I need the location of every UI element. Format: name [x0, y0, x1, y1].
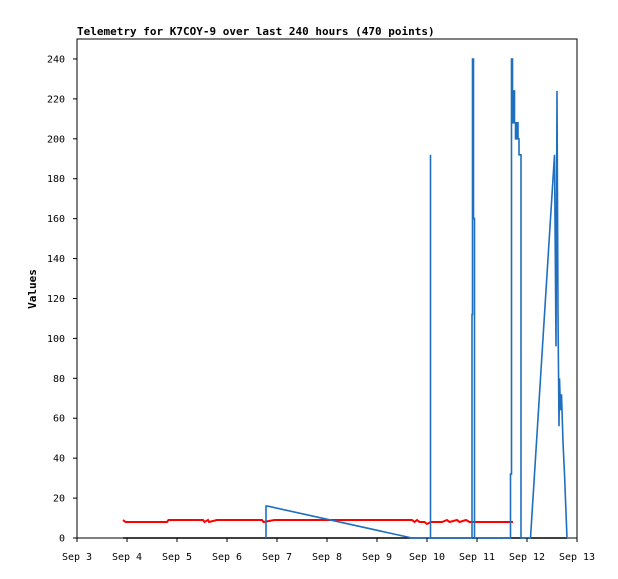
y-tick-label: 240: [47, 54, 65, 65]
x-tick-label: Sep 9: [362, 552, 392, 563]
y-tick-label: 100: [47, 334, 65, 345]
y-tick-label: 40: [53, 454, 65, 465]
x-tick-label: Sep 4: [112, 552, 142, 563]
y-tick-label: 60: [53, 414, 65, 425]
y-tick-label: 180: [47, 174, 65, 185]
x-axis-ticks: Sep 3 Sep 4 Sep 5 Sep 6 Sep 7 Sep 8 Sep 9 Sep 1…: [62, 538, 595, 563]
y-tick-label: 160: [47, 214, 65, 225]
x-tick-label: Sep 7: [262, 552, 292, 563]
x-tick-label: Sep 5: [162, 552, 192, 563]
y-tick-label: 200: [47, 134, 65, 145]
x-tick-label: Sep 12: [509, 552, 545, 563]
x-tick-label: Sep 11: [459, 552, 495, 563]
y-tick-label: 140: [47, 254, 65, 265]
y-axis-ticks: 0 20 40 60 80 100 120 140 160 180 200 220 240: [47, 54, 77, 545]
x-tick-label: Sep 10: [409, 552, 445, 563]
y-tick-label: 20: [53, 494, 65, 505]
x-tick-label: Sep 8: [312, 552, 342, 563]
y-tick-label: 220: [47, 94, 65, 105]
x-tick-label: Sep 6: [212, 552, 242, 563]
chart-title: Telemetry for K7COY-9 over last 240 hour…: [77, 25, 435, 38]
series-line-3: [265, 58, 568, 539]
y-tick-label: 0: [59, 534, 65, 545]
plot-area-frame: [76, 38, 578, 539]
series-line-1: [122, 518, 513, 526]
x-tick-label: Sep 13: [559, 552, 595, 563]
y-axis-label: Values: [26, 269, 39, 309]
y-tick-label: 120: [47, 294, 65, 305]
y-tick-label: 80: [53, 374, 65, 385]
x-tick-label: Sep 3: [62, 552, 92, 563]
series-layer: [122, 58, 568, 539]
